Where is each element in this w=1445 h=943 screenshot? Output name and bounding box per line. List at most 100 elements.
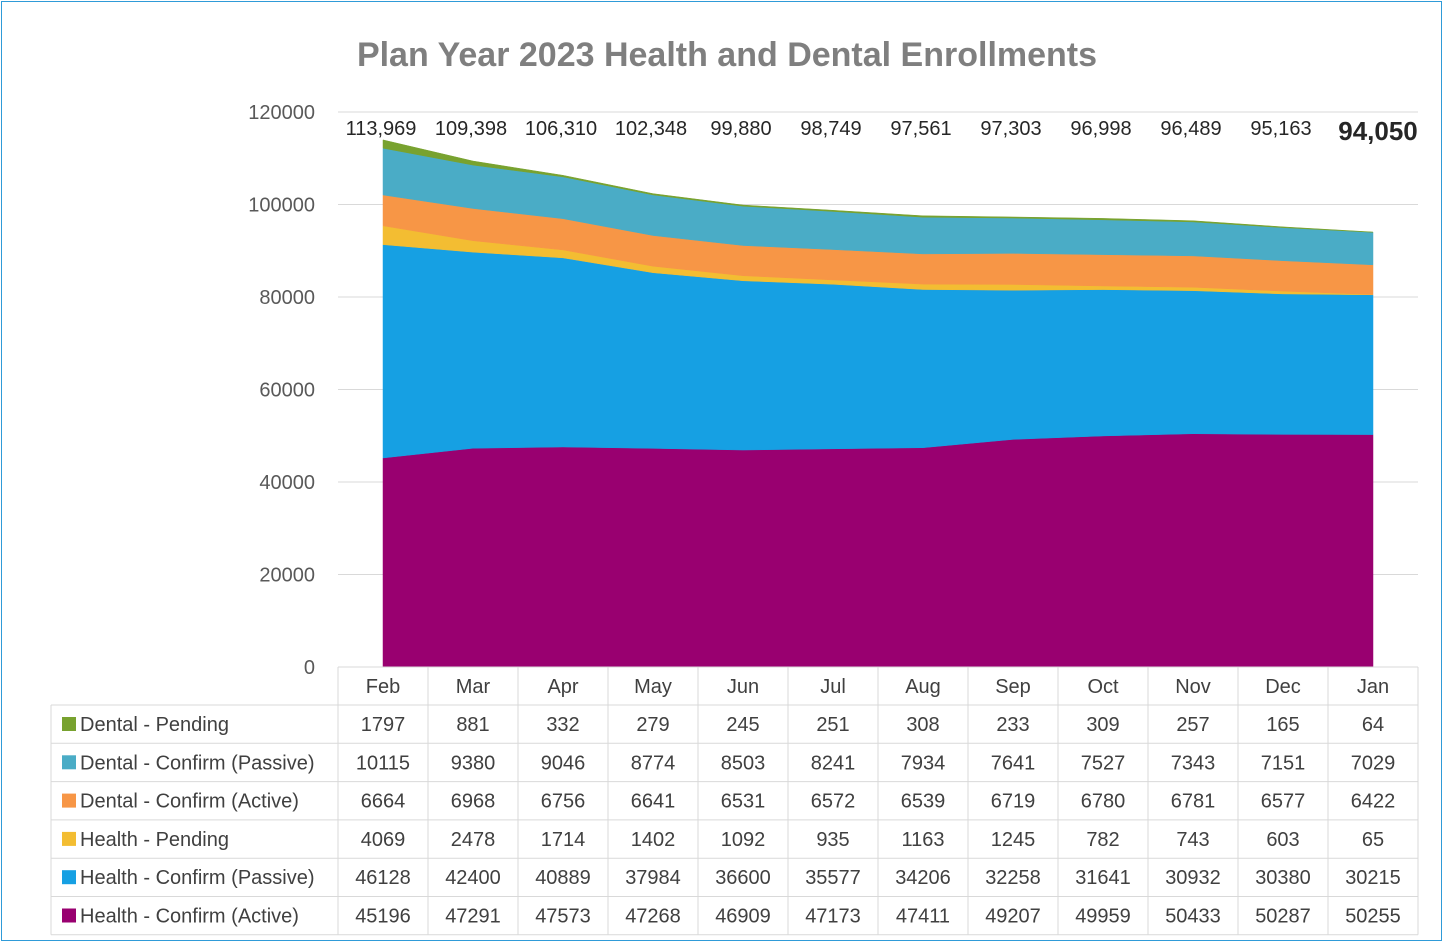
table-cell: 10115 <box>356 752 410 774</box>
total-label: 113,969 <box>346 118 417 140</box>
table-cell: 6664 <box>361 791 406 813</box>
table-cell: 47268 <box>625 906 681 928</box>
table-cell: 935 <box>816 829 849 851</box>
table-cell: 32258 <box>985 867 1041 889</box>
table-cell: 30380 <box>1255 867 1311 889</box>
total-label: 98,749 <box>800 118 861 140</box>
total-label: 102,348 <box>615 118 687 140</box>
x-tick-label: Jun <box>727 676 759 698</box>
table-cell: 40889 <box>535 867 591 889</box>
total-label: 96,998 <box>1070 118 1131 140</box>
table-cell: 50433 <box>1165 906 1221 928</box>
x-tick-label: Oct <box>1087 676 1119 698</box>
y-tick-label: 80000 <box>259 287 315 309</box>
table-cell: 6539 <box>901 791 946 813</box>
table-cell: 251 <box>816 714 849 736</box>
table-cell: 782 <box>1086 829 1119 851</box>
legend-swatch <box>62 755 76 770</box>
table-cell: 50287 <box>1255 906 1311 928</box>
legend-swatch <box>62 908 76 923</box>
legend-entry: Dental - Confirm (Active) <box>80 791 299 813</box>
legend-swatch <box>62 717 76 731</box>
table-cell: 1163 <box>901 829 944 851</box>
table-cell: 6531 <box>721 791 766 813</box>
table-cell: 42400 <box>445 867 501 889</box>
x-tick-label: Feb <box>366 676 400 698</box>
table-cell: 6780 <box>1081 791 1126 813</box>
table-cell: 1245 <box>991 829 1036 851</box>
table-cell: 36600 <box>715 867 771 889</box>
x-tick-label: Nov <box>1175 676 1211 698</box>
data-table: Feb Mar Apr May Jun Jul Aug Sep Oct Nov Dec Jan Dent… <box>50 666 1419 936</box>
x-tick-label: May <box>634 676 672 698</box>
total-label: 109,398 <box>435 118 507 140</box>
table-cell: 46128 <box>355 867 411 889</box>
table-cell: 1714 <box>541 829 586 851</box>
table-cell: 64 <box>1362 714 1384 736</box>
legend-swatch <box>62 793 76 808</box>
table-cell: 8503 <box>721 752 766 774</box>
area-health-confirm-active <box>382 433 1374 668</box>
table-cell: 6719 <box>991 791 1036 813</box>
legend-swatch <box>62 870 76 885</box>
total-label: 97,303 <box>980 118 1041 140</box>
y-axis-ticks: 0 20000 40000 60000 80000 100000 120000 <box>248 102 315 679</box>
table-cell: 309 <box>1086 714 1119 736</box>
table-cell: 1402 <box>631 829 676 851</box>
table-cell: 47411 <box>896 906 950 928</box>
table-cell: 6572 <box>811 791 856 813</box>
table-cell: 6756 <box>541 791 586 813</box>
table-cell: 34206 <box>895 867 951 889</box>
table-cell: 30215 <box>1345 867 1401 889</box>
total-label: 97,561 <box>890 118 951 140</box>
table-cell: 47573 <box>535 906 591 928</box>
table-cell: 257 <box>1176 714 1209 736</box>
area-dental-pending <box>382 139 1374 233</box>
table-cell: 308 <box>906 714 939 736</box>
table-cell: 7343 <box>1171 752 1216 774</box>
table-cell: 332 <box>546 714 579 736</box>
table-cell: 603 <box>1266 829 1299 851</box>
total-label: 99,880 <box>710 118 771 140</box>
table-cell: 49207 <box>985 906 1041 928</box>
table-cell: 8241 <box>811 752 856 774</box>
y-tick-label: 100000 <box>248 195 315 217</box>
y-tick-label: 120000 <box>248 102 315 124</box>
y-tick-label: 60000 <box>259 380 315 402</box>
plot-areas <box>382 139 1374 668</box>
total-label: 94,050 <box>1338 116 1418 146</box>
table-cell: 7527 <box>1081 752 1126 774</box>
legend-entry: Dental - Pending <box>80 714 229 736</box>
x-tick-label: Dec <box>1265 676 1301 698</box>
table-cell: 4069 <box>361 829 406 851</box>
table-cell: 7934 <box>901 752 946 774</box>
table-cell: 50255 <box>1345 906 1401 928</box>
chart-title: Plan Year 2023 Health and Dental Enrollm… <box>357 36 1097 74</box>
table-cell: 6422 <box>1351 791 1396 813</box>
table-cell: 47173 <box>805 906 861 928</box>
table-cell: 6781 <box>1171 791 1216 813</box>
total-label: 96,489 <box>1160 118 1221 140</box>
table-cell: 65 <box>1362 829 1384 851</box>
x-tick-label: Mar <box>456 676 491 698</box>
legend-swatch <box>62 831 76 846</box>
table-cell: 6577 <box>1261 791 1306 813</box>
table-cell: 46909 <box>715 906 771 928</box>
total-labels: 113,969 109,398 106,310 102,348 99,880 98,749… <box>346 116 1418 146</box>
y-tick-label: 0 <box>304 657 315 679</box>
legend-entry: Health - Pending <box>80 829 229 851</box>
y-tick-label: 40000 <box>259 472 315 494</box>
legend-entry: Health - Confirm (Passive) <box>80 867 315 889</box>
x-tick-label: Jul <box>820 676 846 698</box>
legend-entry: Dental - Confirm (Passive) <box>80 752 315 774</box>
table-cell: 7029 <box>1351 752 1396 774</box>
legend-entry: Health - Confirm (Active) <box>80 906 299 928</box>
table-cell: 8774 <box>631 752 676 774</box>
x-tick-label: Sep <box>995 676 1031 698</box>
table-cell: 165 <box>1266 714 1299 736</box>
x-tick-label: Apr <box>547 676 578 698</box>
table-cell: 35577 <box>805 867 861 889</box>
x-tick-label: Aug <box>905 676 941 698</box>
table-cell: 45196 <box>355 906 411 928</box>
